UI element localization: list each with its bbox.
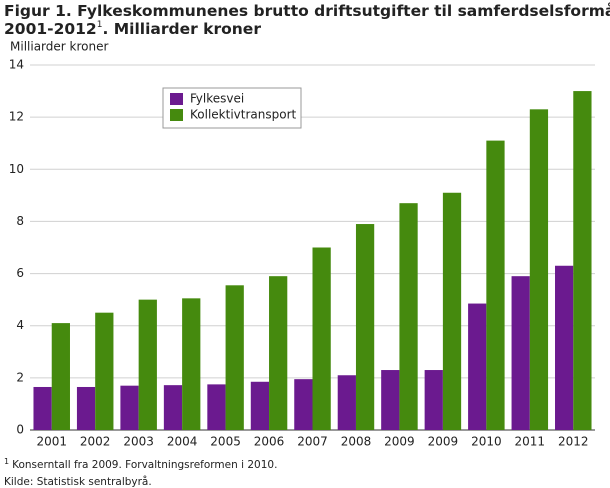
bar — [207, 384, 226, 430]
bar — [355, 224, 375, 430]
y-tick-label: 6 — [16, 266, 24, 280]
x-tick-label: 2008 — [341, 435, 372, 449]
y-tick-label: 8 — [16, 214, 24, 228]
bar — [312, 247, 331, 430]
x-tick-label: 2009 — [428, 435, 459, 449]
x-tick-label: 2011 — [515, 435, 546, 449]
bar — [424, 370, 443, 430]
x-tick-label: 2007 — [297, 435, 328, 449]
bar — [182, 298, 201, 430]
x-tick-label: 2003 — [123, 435, 154, 449]
title-footnote-mark: 1 — [97, 20, 103, 30]
bar — [138, 299, 157, 430]
y-tick-label: 14 — [9, 58, 24, 72]
source: Kilde: Statistisk sentralbyrå. — [4, 475, 152, 488]
y-tick-label: 12 — [9, 110, 24, 124]
bar — [163, 385, 183, 430]
bar — [33, 386, 52, 430]
bar — [529, 109, 549, 431]
bar — [468, 303, 487, 430]
bar — [225, 285, 244, 430]
legend-swatch — [170, 93, 183, 105]
x-tick-label: 2005 — [210, 435, 241, 449]
bar — [381, 370, 400, 430]
bar — [51, 323, 70, 430]
x-tick-label: 2002 — [80, 435, 111, 449]
title-line: . Milliarder kroner — [102, 20, 261, 38]
bar — [442, 192, 462, 430]
x-tick-label: 2006 — [254, 435, 285, 449]
x-tick-label: 2009 — [384, 435, 415, 449]
bar — [511, 276, 530, 430]
bar — [573, 91, 592, 431]
chart-title: 2001-20121. Milliarder kroner — [4, 20, 261, 38]
bar — [555, 265, 574, 430]
chart-title: Figur 1. Fylkeskommunenes brutto driftsu… — [4, 1, 610, 20]
bar — [250, 381, 270, 430]
footnote-mark: 1 — [4, 457, 9, 466]
footnote: 1 Konserntall fra 2009. Forvaltningsrefor… — [4, 457, 277, 472]
y-tick-label: 10 — [9, 162, 24, 176]
legend-swatch — [170, 109, 183, 121]
bar — [76, 386, 96, 430]
x-tick-label: 2012 — [558, 435, 589, 449]
bar — [399, 203, 418, 430]
y-tick-label: 4 — [16, 318, 24, 332]
footnote-text: Konserntall fra 2009. Forvaltningsreform… — [12, 459, 277, 471]
x-tick-label: 2001 — [36, 435, 67, 449]
bar — [120, 385, 139, 430]
y-tick-label: 2 — [16, 370, 24, 384]
x-tick-label: 2010 — [471, 435, 502, 449]
legend-box — [162, 87, 302, 129]
title-line: 2001-2012 — [4, 20, 97, 38]
x-tick-label: 2004 — [167, 435, 198, 449]
bar — [95, 312, 114, 430]
bar — [337, 375, 356, 430]
bar — [486, 140, 505, 430]
title-line: Figur 1. Fylkeskommunenes brutto driftsu… — [4, 1, 610, 20]
bar — [269, 276, 288, 430]
legend-label: Fylkesvei — [190, 92, 244, 106]
bar — [294, 379, 313, 430]
y-axis-label: Milliarder kroner — [10, 40, 108, 54]
y-tick-label: 0 — [16, 423, 24, 437]
legend-label: Kollektivtransport — [190, 108, 296, 122]
